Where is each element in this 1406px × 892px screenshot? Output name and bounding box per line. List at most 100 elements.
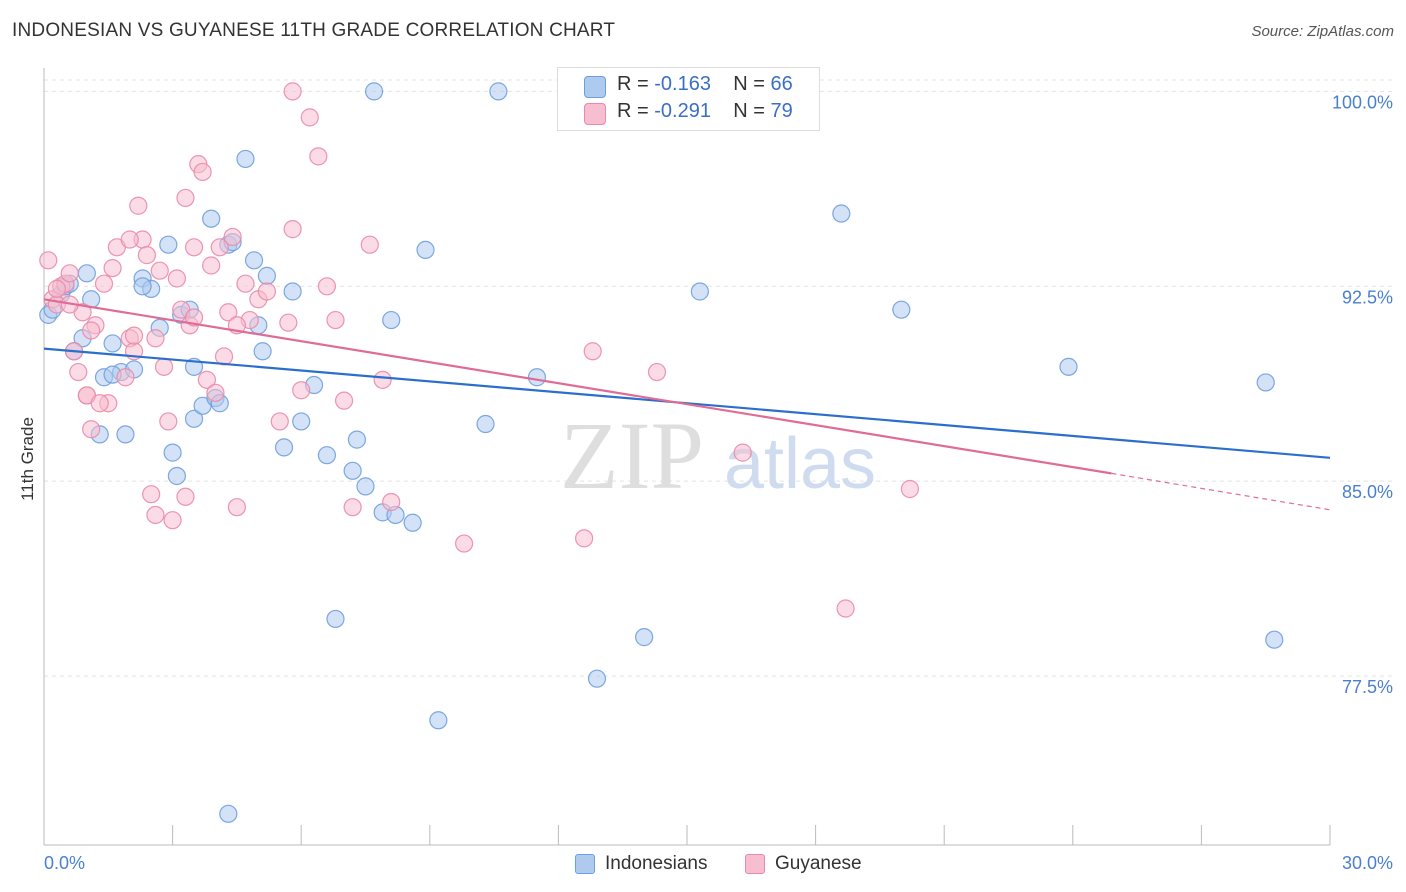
guyanese-point	[326, 310, 345, 330]
guyanese-point	[575, 529, 594, 548]
guyanese-trend-extension	[1111, 472, 1331, 511]
guyanese-point	[583, 342, 602, 361]
indonesian-point	[274, 438, 294, 457]
indonesian-point	[77, 264, 96, 283]
guyanese-point	[227, 498, 246, 517]
legend-r-value: -0.163	[654, 73, 711, 95]
legend-n-value: 66	[770, 73, 793, 95]
guyanese-point	[343, 498, 362, 517]
guyanese-point	[146, 505, 165, 525]
watermark: ZIP atlas	[560, 402, 876, 509]
guyanese-point	[60, 264, 79, 283]
guyanese-point	[124, 326, 144, 345]
indonesian-point	[167, 466, 186, 486]
y-tick-label: 92.5%	[1342, 287, 1393, 307]
y-tick-label: 77.5%	[1342, 677, 1393, 697]
correlation-legend: R = -0.163 N = 66 R = -0.291 N = 79	[557, 67, 820, 131]
watermark-atlas: atlas	[724, 424, 876, 504]
indonesian-point	[257, 266, 277, 285]
legend-r-label: R =	[617, 100, 649, 122]
legend-swatch-pink	[584, 103, 606, 125]
guyanese-point	[900, 479, 920, 499]
guyanese-point	[223, 227, 242, 247]
guyanese-point	[360, 235, 379, 254]
y-tick-label: 85.0%	[1342, 482, 1393, 502]
indonesian-point	[283, 282, 302, 301]
legend-r-value: -0.291	[654, 100, 711, 122]
guyanese-point	[836, 599, 855, 618]
indonesian-point	[343, 461, 362, 480]
guyanese-point	[283, 220, 302, 239]
guyanese-point	[69, 362, 88, 382]
indonesian-point	[116, 425, 135, 444]
guyanese-point	[184, 238, 204, 257]
guyanese-point	[82, 420, 101, 439]
legend-r-label: R =	[617, 73, 649, 95]
indonesian-point	[219, 804, 238, 823]
indonesian-point	[429, 711, 448, 730]
indonesian-point	[527, 368, 547, 387]
guyanese-point	[176, 487, 195, 506]
indonesian-point	[347, 430, 367, 449]
x-tick-label: 0.0%	[44, 853, 85, 873]
indonesian-point	[253, 342, 272, 361]
legend-swatch-indonesians	[575, 854, 595, 874]
guyanese-point	[382, 492, 401, 512]
guyanese-trend-line	[43, 298, 1112, 475]
guyanese-point	[283, 82, 302, 101]
chart-source: Source: ZipAtlas.com	[1251, 23, 1394, 40]
legend-item-guyanese[interactable]: Guyanese	[745, 851, 862, 877]
indonesian-point	[184, 409, 204, 428]
guyanese-point	[647, 362, 667, 382]
guyanese-point	[82, 321, 101, 340]
guyanese-point	[206, 383, 225, 402]
x-tick-label: 30.0%	[1342, 853, 1393, 873]
indonesian-point	[403, 513, 422, 532]
guyanese-point	[733, 443, 752, 462]
indonesian-point	[356, 477, 375, 496]
guyanese-point	[150, 261, 169, 280]
indonesian-point	[326, 609, 345, 629]
guyanese-point	[292, 381, 311, 400]
guyanese-point	[120, 230, 139, 249]
indonesian-point	[832, 204, 851, 223]
indonesian-point	[690, 282, 709, 301]
indonesian-point	[103, 334, 122, 353]
guyanese-point	[236, 274, 255, 293]
indonesian-point	[159, 235, 178, 254]
legend-item-indonesians[interactable]: Indonesians	[575, 851, 707, 877]
indonesian-point	[236, 149, 255, 169]
indonesian-point	[892, 300, 911, 319]
legend-n-label: N =	[733, 73, 765, 95]
indonesian-point	[163, 443, 182, 462]
indonesian-point	[202, 209, 221, 228]
legend-label-guyanese: Guyanese	[775, 853, 862, 874]
guyanese-point	[210, 238, 229, 257]
guyanese-point	[163, 511, 182, 530]
watermark-zip: ZIP	[560, 402, 704, 509]
legend-n-label: N =	[733, 100, 765, 122]
indonesian-point	[476, 414, 495, 434]
guyanese-point	[167, 269, 186, 288]
indonesian-point	[317, 446, 337, 465]
guyanese-point	[300, 108, 319, 127]
indonesian-point	[292, 412, 311, 431]
indonesian-point	[587, 669, 607, 688]
indonesian-point	[489, 82, 508, 101]
legend-n-value: 79	[770, 100, 793, 122]
guyanese-point	[193, 162, 212, 182]
guyanese-point	[129, 196, 148, 215]
tick-labels: 100.0% 92.5% 85.0% 77.5% 0.0% 30.0%	[44, 92, 1393, 873]
data-points	[39, 82, 1284, 823]
legend-label-indonesians: Indonesians	[605, 853, 708, 874]
indonesian-point	[416, 240, 435, 260]
y-axis-label: 11th Grade	[18, 417, 37, 501]
indonesian-point	[1256, 373, 1275, 392]
axes	[43, 68, 1331, 846]
guyanese-point	[142, 485, 161, 504]
guyanese-point	[137, 246, 156, 265]
guyanese-point	[257, 282, 277, 301]
guyanese-point	[454, 534, 474, 553]
guyanese-point	[39, 251, 58, 270]
